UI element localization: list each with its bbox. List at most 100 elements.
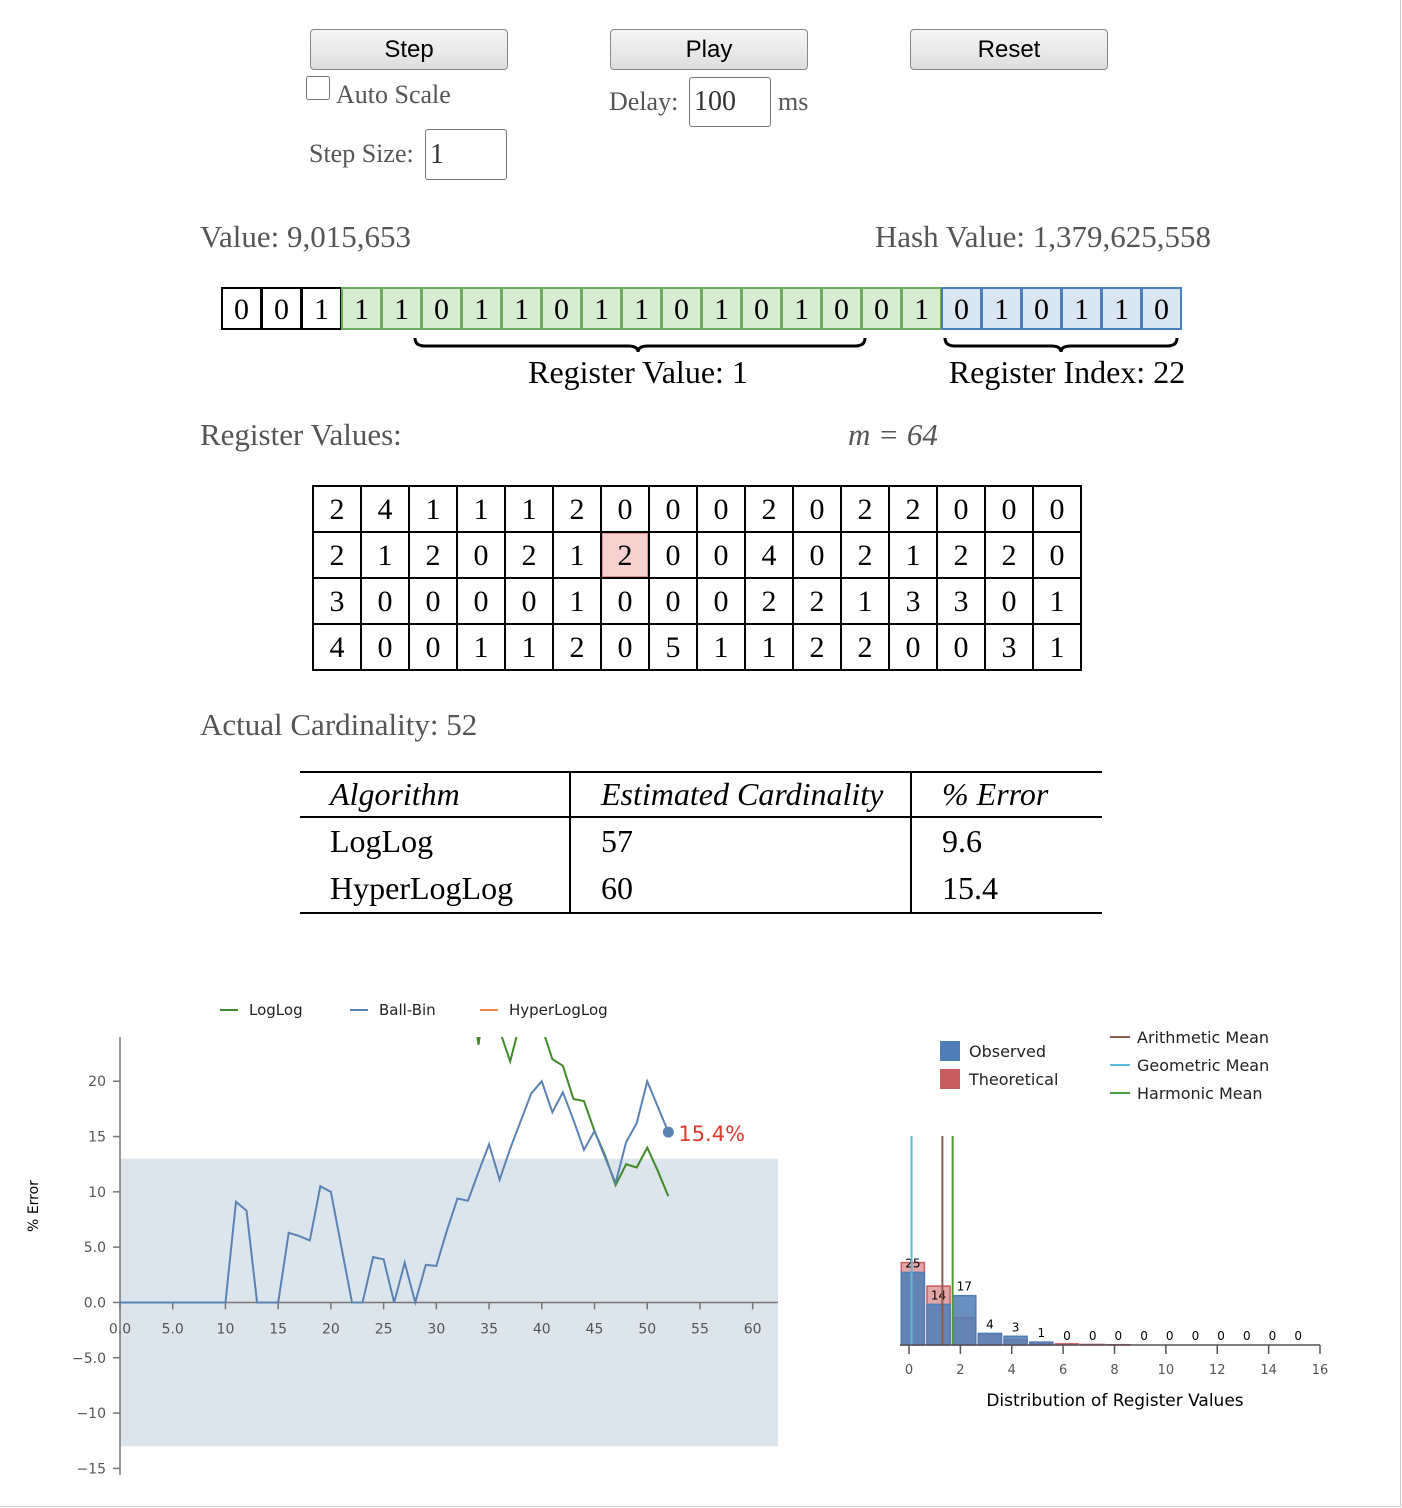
register-cell: 2 xyxy=(888,485,938,533)
legend-label: Theoretical xyxy=(968,1070,1058,1089)
estimate-table: Algorithm Estimated Cardinality % Error … xyxy=(300,771,1102,914)
register-index: 22 xyxy=(1153,354,1186,390)
bar-label: 0 xyxy=(1063,1329,1071,1343)
x-tick-label: 2 xyxy=(956,1363,964,1378)
reset-button[interactable]: Reset xyxy=(910,29,1108,70)
bit-cell: 1 xyxy=(1061,287,1102,330)
register-cell: 0 xyxy=(456,531,506,579)
legend-label: LogLog xyxy=(249,1001,303,1019)
register-value-label: Register Value: xyxy=(528,354,724,390)
register-cell: 1 xyxy=(552,577,602,625)
x-tick-label: 6 xyxy=(1059,1363,1067,1378)
x-tick-label: 10 xyxy=(217,1321,235,1337)
hash-value: 1,379,625,558 xyxy=(1032,219,1211,254)
hash-line: Hash Value: 1,379,625,558 xyxy=(875,219,1211,255)
register-cell: 1 xyxy=(456,485,506,533)
observed-bar xyxy=(1003,1335,1028,1346)
register-cell: 0 xyxy=(408,623,458,671)
register-value: 1 xyxy=(731,354,748,390)
y-tick-label: 0.0 xyxy=(84,1295,106,1311)
bit-cell: 0 xyxy=(741,287,782,330)
register-cell: 2 xyxy=(312,531,362,579)
step-size-label: Step Size: xyxy=(309,139,414,168)
bar-label: 0 xyxy=(1294,1329,1302,1343)
legend-swatch xyxy=(940,1069,960,1089)
x-tick-label: 10 xyxy=(1158,1363,1175,1378)
register-cell: 2 xyxy=(504,531,554,579)
observed-bar xyxy=(900,1271,926,1346)
x-tick-label: 16 xyxy=(1312,1363,1329,1378)
y-tick-label: 20 xyxy=(88,1074,106,1090)
register-cell: 0 xyxy=(696,485,746,533)
cell: 57 xyxy=(570,817,912,865)
bit-cell: 1 xyxy=(1101,287,1142,330)
y-tick-label: −15 xyxy=(76,1461,106,1477)
register-cell: 0 xyxy=(888,623,938,671)
register-cell: 2 xyxy=(840,531,890,579)
register-cell: 0 xyxy=(648,531,698,579)
bar-label: 0 xyxy=(1166,1329,1174,1343)
bit-cell: 0 xyxy=(1141,287,1182,330)
register-cell: 3 xyxy=(984,623,1034,671)
x-tick-label: 40 xyxy=(533,1321,551,1337)
register-cell: 1 xyxy=(408,485,458,533)
register-index-label: Register Index: xyxy=(948,354,1146,390)
register-cell: 2 xyxy=(552,623,602,671)
x-tick-label: 45 xyxy=(586,1321,604,1337)
series-line xyxy=(120,1078,670,1307)
register-cell: 0 xyxy=(984,577,1034,625)
header-cell: Estimated Cardinality xyxy=(570,771,912,818)
register-cell: 0 xyxy=(984,485,1034,533)
y-axis-label: % Error xyxy=(26,1180,42,1232)
register-cell: 0 xyxy=(936,623,986,671)
step-size-input[interactable] xyxy=(425,129,507,180)
register-cell: 1 xyxy=(1032,623,1082,671)
cell: HyperLogLog xyxy=(300,865,571,914)
y-tick-label: −5.0 xyxy=(72,1351,106,1367)
bit-cell: 0 xyxy=(221,287,262,330)
bit-cell: 1 xyxy=(621,287,662,330)
register-cell: 0 xyxy=(456,577,506,625)
register-cell: 1 xyxy=(696,623,746,671)
x-tick-label: 25 xyxy=(375,1321,393,1337)
delay-unit: ms xyxy=(778,87,809,116)
x-tick-label: 20 xyxy=(322,1321,340,1337)
y-tick-label: 10 xyxy=(88,1185,106,1201)
bar-label: 0 xyxy=(1192,1329,1200,1343)
x-axis-label: Distribution of Register Values xyxy=(986,1391,1243,1411)
x-tick-label: 0 xyxy=(905,1363,913,1378)
bit-cell: 0 xyxy=(821,287,862,330)
bar-label: 14 xyxy=(931,1288,946,1302)
bit-cell: 0 xyxy=(541,287,582,330)
register-cell: 0 xyxy=(696,531,746,579)
m-label: m = xyxy=(848,417,900,452)
bit-cell: 1 xyxy=(501,287,542,330)
cardinality-value: 52 xyxy=(446,707,478,742)
x-tick-label: 60 xyxy=(744,1321,762,1337)
register-cell: 0 xyxy=(792,485,842,533)
value: 9,015,653 xyxy=(286,219,411,254)
bit-cell: 1 xyxy=(381,287,422,330)
step-button[interactable]: Step xyxy=(310,29,508,70)
y-tick-label: −10 xyxy=(76,1406,106,1422)
header-cell: % Error xyxy=(911,771,1102,818)
bar-label: 25 xyxy=(905,1256,920,1270)
x-tick-label: 0.0 xyxy=(109,1321,131,1337)
bit-cell: 0 xyxy=(861,287,902,330)
play-button[interactable]: Play xyxy=(610,29,808,70)
legend-label: Harmonic Mean xyxy=(1137,1084,1263,1103)
header-row: Algorithm Estimated Cardinality % Error xyxy=(300,771,1102,818)
register-cell: 2 xyxy=(744,485,794,533)
bit-cell: 0 xyxy=(261,287,302,330)
register-value-brace xyxy=(413,337,867,353)
register-cell: 4 xyxy=(360,485,410,533)
legend-label: Arithmetic Mean xyxy=(1137,1028,1269,1047)
delay-input[interactable] xyxy=(689,77,771,127)
auto-scale-checkbox[interactable] xyxy=(306,76,330,100)
bar-label: 1 xyxy=(1037,1326,1045,1340)
observed-bar xyxy=(926,1303,951,1346)
register-cell: 0 xyxy=(504,577,554,625)
register-cell: 1 xyxy=(888,531,938,579)
